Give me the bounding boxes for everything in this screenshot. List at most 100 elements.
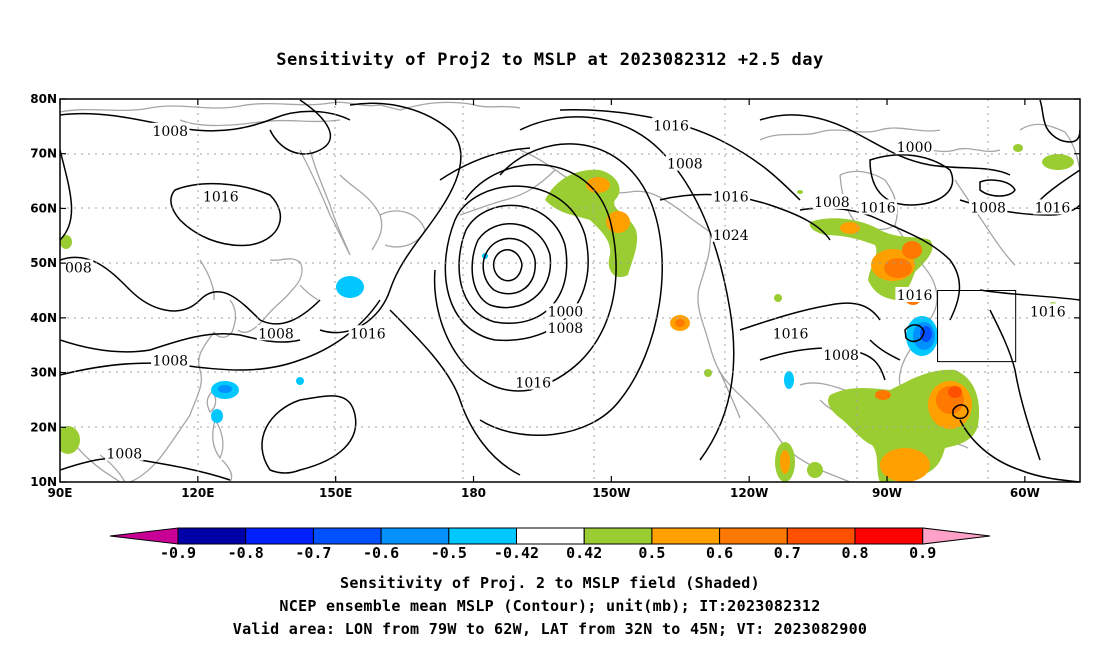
contour-label-bg — [651, 117, 691, 133]
longitude-axis-labels: 90E 120E 150E 180 150W 120W 90W 60W — [48, 486, 1040, 500]
contour-label-bg — [546, 319, 585, 335]
contour-label: 1016 — [515, 376, 551, 392]
colorbar-swatch — [854, 527, 924, 545]
contour-label-bg — [821, 347, 861, 363]
contour-label-bg — [711, 188, 751, 204]
contour-label-bg — [858, 199, 898, 215]
contour-label: 1008 — [258, 326, 294, 342]
colorbar-label: -0.7 — [295, 544, 331, 562]
colorbar-label: 0.6 — [706, 544, 733, 562]
contour-label: 1008 — [152, 124, 188, 140]
contour-label: 1000 — [897, 140, 933, 156]
caption-line-3: Valid area: LON from 79W to 62W, LAT fro… — [232, 620, 868, 638]
colorbar-swatch — [786, 527, 856, 545]
colorbar-swatch — [719, 527, 788, 545]
colorbar-label: 0.5 — [638, 544, 665, 562]
contour-label: 1008 — [152, 354, 188, 370]
contour-label-bg — [895, 286, 934, 302]
latitude-axis-labels: 80N 70N 60N 50N 40N 30N 20N 10N — [30, 92, 57, 489]
lon-label: 180 — [461, 486, 486, 500]
colorbar-label: -0.6 — [363, 544, 399, 562]
lon-label: 90W — [872, 486, 902, 500]
lon-label: 60W — [1010, 486, 1040, 500]
colorbar: -0.9 -0.8 -0.7 -0.6 -0.5 -0.42 0.42 0.5 0.6 0.7 0.… — [109, 527, 991, 562]
contour-label-bg — [665, 155, 705, 171]
contour-label-bg — [348, 325, 388, 341]
contour-label-bg — [968, 199, 1008, 215]
colorbar-label: 0.7 — [774, 544, 801, 562]
graticule — [60, 99, 1080, 482]
contour-label: 1016 — [897, 288, 933, 304]
contour-label: 1016 — [1035, 200, 1071, 216]
map-title: Sensitivity of Proj2 to MSLP at 20230823… — [276, 50, 824, 70]
colorbar-swatch — [583, 527, 653, 545]
valid-area-box — [937, 290, 1017, 363]
contour-label: 1024 — [713, 228, 749, 244]
contour-label: 1008 — [823, 348, 859, 364]
lat-label: 50N — [30, 256, 57, 270]
colorbar-swatch — [651, 527, 721, 545]
contour-label: 1016 — [203, 189, 239, 205]
colorbar-swatch — [448, 527, 517, 545]
contour-label: 1008 — [970, 200, 1006, 216]
lat-label: 70N — [30, 147, 57, 161]
caption-line-1: Sensitivity of Proj. 2 to MSLP field (Sh… — [340, 574, 760, 592]
contour-label-bg — [63, 259, 94, 275]
contour-label: 008 — [65, 261, 92, 277]
contour-label: 1016 — [350, 326, 386, 342]
colorbar-label: 0.42 — [566, 544, 602, 562]
colorbar-swatch — [245, 527, 314, 545]
colorbar-low-triangle — [109, 527, 179, 545]
contour-label: 1016 — [860, 200, 896, 216]
contour-label-bg — [256, 325, 296, 341]
contour-label: 1008 — [107, 447, 143, 463]
contour-label-bg — [1033, 199, 1072, 215]
coastlines — [60, 101, 1080, 482]
contour-label: 1016 — [653, 118, 689, 134]
lat-label: 60N — [30, 201, 57, 215]
contour-label: 1008 — [667, 157, 703, 173]
map-frame — [59, 98, 1081, 483]
colorbar-label: -0.5 — [431, 544, 467, 562]
contour-label-bg — [895, 139, 934, 155]
contour-label: 1008 — [548, 321, 584, 337]
colorbar-label: -0.42 — [494, 544, 539, 562]
contour-label: 1008 — [814, 195, 850, 211]
colorbar-label: 0.8 — [841, 544, 868, 562]
contour-label-bg — [812, 193, 852, 209]
contour-label-bg — [201, 188, 241, 204]
lon-label: 90E — [48, 486, 73, 500]
contour-label-bg — [151, 352, 190, 368]
colorbar-label: -0.8 — [228, 544, 264, 562]
lon-label: 120W — [730, 486, 768, 500]
colorbar-swatch — [312, 527, 382, 545]
contour-label: 1016 — [713, 189, 749, 205]
lat-label: 80N — [30, 92, 57, 106]
lat-label: 30N — [30, 366, 57, 380]
lat-label: 40N — [30, 311, 57, 325]
contour-label-bg — [1028, 303, 1068, 319]
colorbar-label: -0.9 — [160, 544, 196, 562]
colorbar-swatch — [177, 527, 247, 545]
contour-label-bg — [771, 325, 810, 341]
axis-ticks — [59, 98, 1080, 483]
contour-label-bg — [546, 303, 585, 319]
lon-label: 120E — [181, 486, 214, 500]
lat-label: 10N — [30, 475, 57, 489]
lon-label: 150W — [592, 486, 630, 500]
contour-label: 1000 — [548, 304, 584, 320]
caption-line-2: NCEP ensemble mean MSLP (Contour); unit(… — [279, 597, 821, 615]
sensitivity-shading — [60, 144, 1074, 482]
colorbar-label: 0.9 — [909, 544, 936, 562]
lon-label: 150E — [319, 486, 352, 500]
contour-label-bg — [711, 226, 751, 242]
colorbar-high-triangle — [922, 527, 991, 545]
contour-label-bg — [105, 445, 144, 461]
colorbar-swatch — [516, 527, 585, 545]
lat-label: 20N — [30, 420, 57, 434]
contour-label: 1016 — [1030, 304, 1066, 320]
colorbar-swatch — [380, 527, 450, 545]
